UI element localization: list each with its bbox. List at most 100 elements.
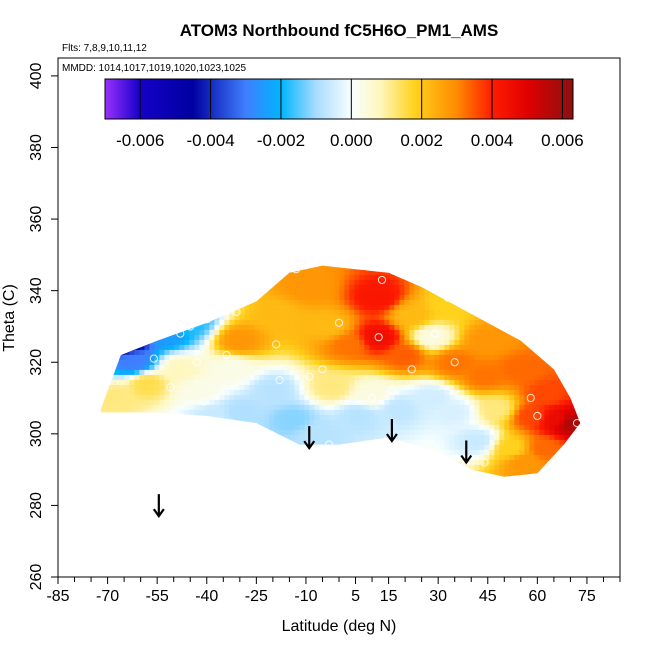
- heatmap-cell: [489, 429, 495, 436]
- heatmap-cell: [489, 374, 495, 381]
- heatmap-cell: [199, 354, 205, 361]
- heatmap-cell: [144, 379, 150, 386]
- heatmap-cell: [339, 394, 345, 401]
- heatmap-cell: [544, 434, 550, 441]
- heatmap-cell: [324, 379, 330, 386]
- heatmap-cell: [164, 339, 170, 346]
- heatmap-cell: [104, 394, 110, 401]
- heatmap-cell: [504, 419, 510, 426]
- heatmap-cell: [284, 289, 290, 296]
- heatmap-cell: [464, 309, 470, 316]
- heatmap-cell: [249, 369, 255, 376]
- heatmap-cell: [404, 289, 410, 296]
- heatmap-cell: [364, 379, 370, 386]
- heatmap-cell: [324, 389, 330, 396]
- heatmap-cell: [354, 374, 360, 381]
- heatmap-cell: [289, 294, 295, 301]
- heatmap-cell: [289, 279, 295, 286]
- heatmap-cell: [199, 349, 205, 356]
- heatmap-cell: [429, 339, 435, 346]
- heatmap-cell: [214, 399, 220, 406]
- heatmap-cell: [324, 409, 330, 416]
- heatmap-cell: [314, 439, 320, 446]
- heatmap-cell: [469, 364, 475, 371]
- heatmap-cell: [134, 399, 140, 406]
- heatmap-cell: [219, 414, 225, 421]
- sample-point: [572, 418, 582, 428]
- heatmap-cell: [514, 404, 520, 411]
- heatmap-cell: [454, 334, 460, 341]
- heatmap-cell: [324, 319, 330, 326]
- heatmap-cell: [304, 384, 310, 391]
- heatmap-cell: [529, 389, 535, 396]
- heatmap-cell: [419, 289, 425, 296]
- heatmap-cell: [359, 389, 365, 396]
- heatmap-cell: [409, 329, 415, 336]
- down-arrow: [385, 418, 398, 443]
- heatmap-cell: [439, 379, 445, 386]
- heatmap-cell: [244, 354, 250, 361]
- heatmap-cell: [269, 314, 275, 321]
- heatmap-cell: [384, 274, 390, 281]
- heatmap-cell: [304, 414, 310, 421]
- heatmap-cell: [369, 334, 375, 341]
- heatmap-cell: [364, 389, 370, 396]
- sample-point: [480, 458, 489, 467]
- heatmap-cell: [519, 429, 525, 436]
- heatmap-cell: [364, 434, 370, 441]
- heatmap-cell: [444, 424, 450, 431]
- heatmap-cell: [309, 434, 315, 441]
- heatmap-cell: [249, 374, 255, 381]
- heatmap-cell: [259, 379, 265, 386]
- heatmap-cell: [274, 384, 280, 391]
- heatmap-cell: [354, 414, 360, 421]
- heatmap-cell: [419, 324, 425, 331]
- heatmap-cell: [489, 359, 495, 366]
- heatmap-cell: [159, 364, 165, 371]
- heatmap-cell: [304, 439, 310, 446]
- heatmap-cell: [379, 429, 385, 436]
- heatmap-cell: [369, 409, 375, 416]
- heatmap-cell: [384, 289, 390, 296]
- heatmap-cell: [329, 349, 335, 356]
- heatmap-cell: [459, 349, 465, 356]
- heatmap-cell: [499, 434, 505, 441]
- heatmap-cell: [514, 434, 520, 441]
- heatmap-cell: [124, 349, 130, 356]
- heatmap-cell: [329, 299, 335, 306]
- heatmap-cell: [479, 379, 485, 386]
- heatmap-cell: [554, 424, 560, 431]
- heatmap-cell: [359, 374, 365, 381]
- heatmap-cell: [164, 374, 170, 381]
- heatmap-cell: [524, 434, 530, 441]
- heatmap-cell: [269, 364, 275, 371]
- heatmap-cell: [394, 314, 400, 321]
- heatmap-cell: [554, 404, 560, 411]
- heatmap-cell: [229, 319, 235, 326]
- heatmap-cell: [254, 389, 260, 396]
- heatmap-cell: [349, 274, 355, 281]
- heatmap-cell: [459, 389, 465, 396]
- heatmap-cell: [224, 404, 230, 411]
- heatmap-cell: [319, 419, 325, 426]
- heatmap-cell: [369, 349, 375, 356]
- arrow-head: [303, 440, 316, 451]
- heatmap-cell: [359, 354, 365, 361]
- heatmap-cell: [519, 389, 525, 396]
- heatmap-cell: [169, 369, 175, 376]
- heatmap-cell: [384, 379, 390, 386]
- heatmap-cell: [224, 319, 230, 326]
- heatmap-cell: [289, 349, 295, 356]
- heatmap-cell: [409, 314, 415, 321]
- heatmap-cell: [454, 319, 460, 326]
- heatmap-cell: [434, 404, 440, 411]
- heatmap-cell: [254, 319, 260, 326]
- heatmap-cell: [314, 309, 320, 316]
- heatmap-cell: [404, 394, 410, 401]
- heatmap-cell: [299, 379, 305, 386]
- heatmap-cell: [274, 284, 280, 291]
- heatmap-cell: [239, 374, 245, 381]
- heatmap-cell: [399, 389, 405, 396]
- heatmap-cell: [504, 384, 510, 391]
- heatmap-cell: [329, 329, 335, 336]
